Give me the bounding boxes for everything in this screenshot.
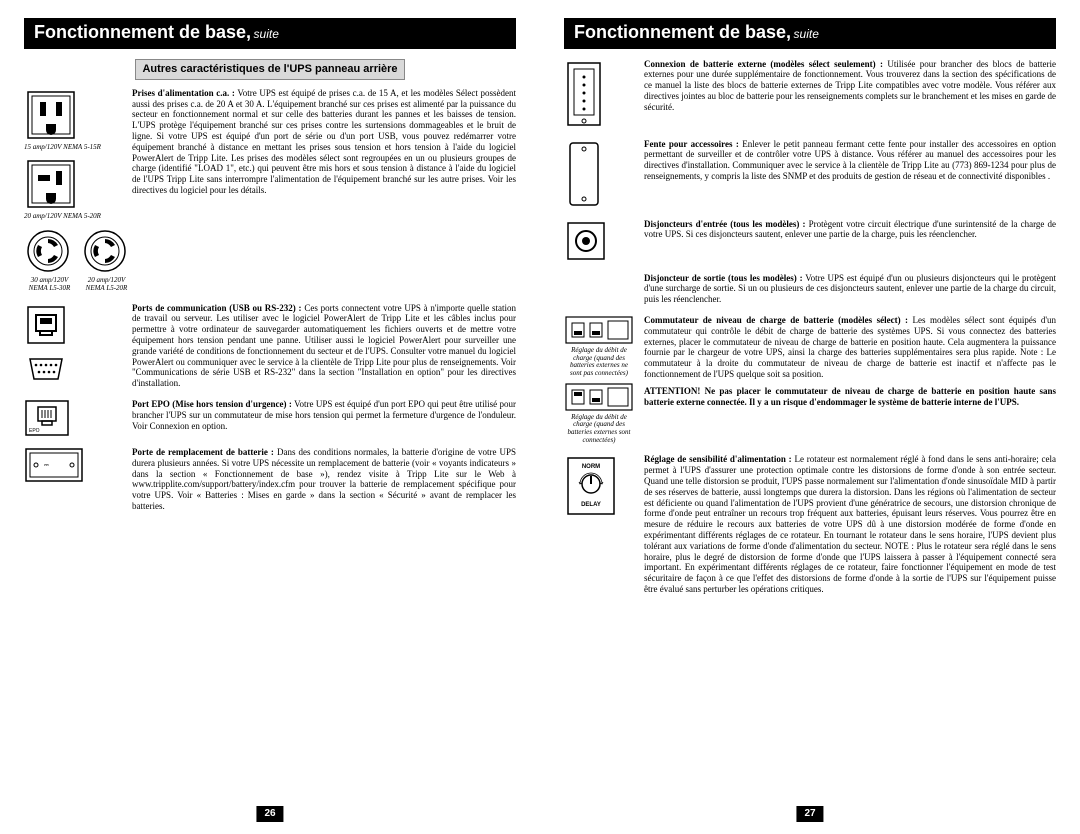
subheading-wrap: Autres caractéristiques de l'UPS panneau… — [24, 59, 516, 88]
svg-text:⎓: ⎓ — [44, 463, 49, 469]
page-title-suffix: suite — [254, 27, 279, 41]
caption-515r: 15 amp/120V NEMA 5-15R — [24, 144, 132, 152]
sensitivity-dial-icon: NORM DELAY — [564, 454, 618, 518]
subheading: Autres caractéristiques de l'UPS panneau… — [135, 59, 404, 80]
chargeswitch-text: Commutateur de niveau de charge de batte… — [644, 315, 1056, 407]
chg-warning: ATTENTION! Ne pas placer le commutateur … — [644, 386, 1056, 407]
outbreaker-bold: Disjoncteur de sortie (tous les modèles)… — [644, 273, 803, 283]
section-slot: Fente pour accessoires : Enlever le peti… — [564, 139, 1056, 209]
usb-port-icon — [24, 303, 68, 347]
nema-520r-icon — [24, 157, 78, 211]
caption-l520r: 20 amp/120V NEMA L5-20R — [81, 277, 132, 292]
sens-body: Le rotateur est normalement réglé à fond… — [644, 454, 1056, 594]
page-title: Fonctionnement de base, — [34, 22, 251, 42]
nema-l530r-icon — [24, 227, 72, 275]
battdoor-icon-col: ⎓ — [24, 447, 132, 483]
ext-batt-connector-icon — [564, 59, 604, 129]
section-ports: Ports de communication (USB ou RS-232) :… — [24, 303, 516, 389]
section-extbatt: Connexion de batterie externe (modèles s… — [564, 59, 1056, 129]
caption-chg-on: Réglage du débit de charge (quand des ba… — [564, 414, 634, 445]
ports-text: Ports de communication (USB ou RS-232) :… — [132, 303, 516, 389]
inbreaker-bold: Disjoncteurs d'entrée (tous les modèles)… — [644, 219, 806, 229]
inbreaker-text: Disjoncteurs d'entrée (tous les modèles)… — [644, 219, 1056, 241]
ports-icons — [24, 303, 132, 387]
slot-icon-col — [564, 139, 644, 209]
epo-bold: Port EPO (Mise hors tension d'urgence) : — [132, 399, 292, 409]
sensitivity-text: Réglage de sensibilité d'alimentation : … — [644, 454, 1056, 594]
outbreaker-text: Disjoncteur de sortie (tous les modèles)… — [644, 273, 1056, 305]
caption-chg-off: Réglage du débit de charge (quand des ba… — [564, 347, 634, 378]
section-chargeswitch: Réglage du débit de charge (quand des ba… — [564, 315, 1056, 445]
charge-switch-on-icon — [564, 382, 634, 412]
caption-520r: 20 amp/120V NEMA 5-20R — [24, 213, 132, 221]
dial-delay-label: DELAY — [581, 502, 601, 508]
charge-switch-off-icon — [564, 315, 634, 345]
breaker-icon — [564, 219, 608, 263]
extbatt-icon-col — [564, 59, 644, 129]
inbreaker-icon-col — [564, 219, 644, 263]
epo-label: EPO — [29, 428, 40, 434]
pagenum-left: 26 — [256, 806, 283, 822]
slot-text: Fente pour accessoires : Enlever le peti… — [644, 139, 1056, 182]
nema-l520r-icon — [81, 227, 129, 275]
battdoor-text: Porte de remplacement de batterie : Dans… — [132, 447, 516, 512]
outlets-text: Prises d'alimentation c.a. : Votre UPS e… — [132, 88, 516, 196]
ports-bold: Ports de communication (USB ou RS-232) : — [132, 303, 302, 313]
ports-body: Ces ports connectent votre UPS à n'impor… — [132, 303, 516, 389]
epo-text: Port EPO (Mise hors tension d'urgence) :… — [132, 399, 516, 431]
page-title-r: Fonctionnement de base, — [574, 22, 791, 42]
epo-icon-col: EPO — [24, 399, 132, 437]
section-outbreaker: Disjoncteur de sortie (tous les modèles)… — [564, 273, 1056, 305]
dial-norm-label: NORM — [582, 464, 600, 470]
sensitivity-icon-col: NORM DELAY — [564, 454, 644, 518]
section-epo: EPO Port EPO (Mise hors tension d'urgenc… — [24, 399, 516, 437]
outlets-body: Votre UPS est équipé de prises c.a. de 1… — [132, 88, 516, 195]
chg-bold: Commutateur de niveau de charge de batte… — [644, 315, 908, 325]
sens-bold: Réglage de sensibilité d'alimentation : — [644, 454, 792, 464]
page-header-right: Fonctionnement de base, suite — [564, 18, 1056, 49]
page-header-left: Fonctionnement de base, suite — [24, 18, 516, 49]
section-inbreaker: Disjoncteurs d'entrée (tous les modèles)… — [564, 219, 1056, 263]
caption-l530r: 30 amp/120V NEMA L5-30R — [24, 277, 75, 292]
extbatt-text: Connexion de batterie externe (modèles s… — [644, 59, 1056, 113]
chargeswitch-icon-col: Réglage du débit de charge (quand des ba… — [564, 315, 644, 445]
spread: Fonctionnement de base, suite Autres car… — [0, 0, 1080, 834]
battery-door-icon: ⎓ — [24, 447, 84, 483]
epo-port-icon: EPO — [24, 399, 70, 437]
page-right: Fonctionnement de base, suite Connexion … — [540, 0, 1080, 834]
outlets-icons: 15 amp/120V NEMA 5-15R 20 amp/120V NEMA … — [24, 88, 132, 293]
slot-bold: Fente pour accessoires : — [644, 139, 739, 149]
outlets-bold: Prises d'alimentation c.a. : — [132, 88, 235, 98]
section-battdoor: ⎓ Porte de remplacement de batterie : Da… — [24, 447, 516, 512]
nema-515r-icon — [24, 88, 78, 142]
pagenum-right: 27 — [796, 806, 823, 822]
battdoor-bold: Porte de remplacement de batterie : — [132, 447, 274, 457]
db9-port-icon — [24, 353, 68, 387]
section-sensitivity: NORM DELAY Réglage de sensibilité d'alim… — [564, 454, 1056, 594]
accessory-slot-icon — [564, 139, 604, 209]
page-title-suffix-r: suite — [794, 27, 819, 41]
section-outlets: 15 amp/120V NEMA 5-15R 20 amp/120V NEMA … — [24, 88, 516, 293]
extbatt-bold: Connexion de batterie externe (modèles s… — [644, 59, 883, 69]
page-left: Fonctionnement de base, suite Autres car… — [0, 0, 540, 834]
